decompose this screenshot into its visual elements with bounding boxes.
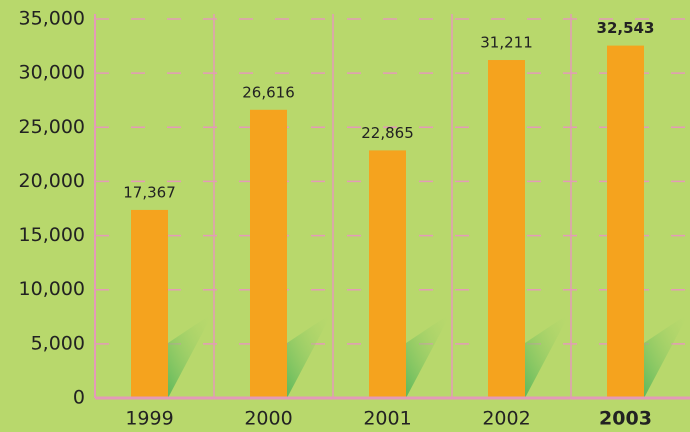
y-tick-label: 5,000 [31, 332, 85, 354]
bar [369, 150, 406, 398]
value-label: 22,865 [361, 124, 414, 142]
x-tick-label: 2000 [244, 408, 292, 430]
value-label: 17,367 [123, 183, 176, 201]
y-tick-label: 35,000 [19, 8, 85, 30]
bar-shadow [168, 313, 213, 398]
bar [131, 210, 168, 398]
y-tick-label: 30,000 [19, 62, 85, 84]
chart: 0 5,000 10,000 15,000 20,000 25,000 30,000 35,0… [0, 0, 690, 432]
y-tick-label: 0 [73, 387, 85, 409]
bar-shadow [644, 313, 689, 398]
value-label: 26,616 [242, 83, 295, 101]
x-tick-label: 2002 [482, 408, 530, 430]
bar [488, 60, 525, 398]
y-tick-label: 25,000 [19, 116, 85, 138]
value-label: 32,543 [597, 19, 655, 37]
bar [607, 46, 644, 398]
bar-shadow [406, 313, 451, 398]
x-tick-label: 1999 [125, 408, 173, 430]
bar [250, 110, 287, 398]
x-tick-label: 2001 [363, 408, 411, 430]
value-label: 31,211 [480, 34, 533, 52]
bar-shadow [525, 313, 570, 398]
y-tick-label: 10,000 [19, 278, 85, 300]
y-tick-label: 15,000 [19, 224, 85, 246]
y-tick-label: 20,000 [19, 170, 85, 192]
bar-shadow [287, 313, 332, 398]
x-tick-label: 2003 [599, 408, 652, 430]
